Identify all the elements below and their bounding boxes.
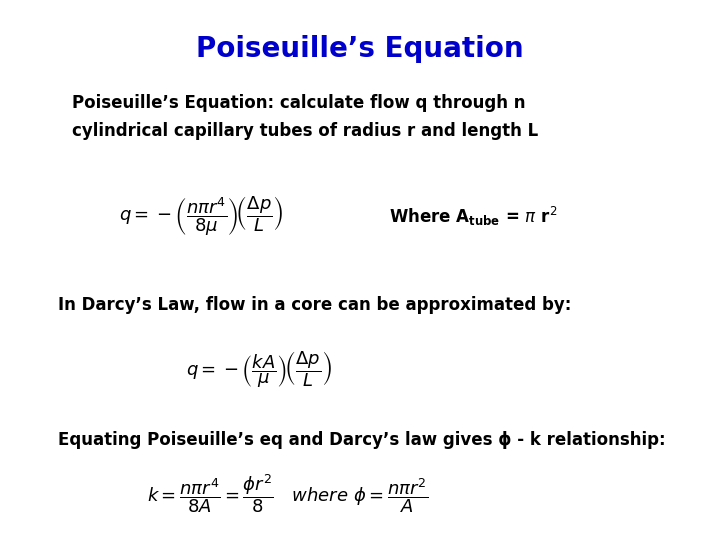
Text: cylindrical capillary tubes of radius r and length L: cylindrical capillary tubes of radius r … [72, 122, 539, 139]
Text: Poiseuille’s Equation: Poiseuille’s Equation [196, 35, 524, 63]
Text: Where $\mathregular{A}_{\mathregular{tube}}$ = $\pi$ r$^{2}$: Where $\mathregular{A}_{\mathregular{tub… [389, 205, 557, 227]
Text: $q = -\left(\dfrac{n\pi r^4}{8\mu}\right)\!\left(\dfrac{\Delta p}{L}\right)$: $q = -\left(\dfrac{n\pi r^4}{8\mu}\right… [120, 194, 284, 238]
Text: Poiseuille’s Equation: calculate flow q through n: Poiseuille’s Equation: calculate flow q … [72, 94, 526, 112]
Text: $k = \dfrac{n\pi r^4}{8A} = \dfrac{\phi r^2}{8}$$\quad \mathit{where}\ \phi = \d: $k = \dfrac{n\pi r^4}{8A} = \dfrac{\phi … [148, 472, 428, 516]
Text: In Darcy’s Law, flow in a core can be approximated by:: In Darcy’s Law, flow in a core can be ap… [58, 296, 571, 314]
Text: Equating Poiseuille’s eq and Darcy’s law gives ϕ - k relationship:: Equating Poiseuille’s eq and Darcy’s law… [58, 431, 665, 449]
Text: $q = -\left(\dfrac{kA}{\mu}\right)\!\left(\dfrac{\Delta p}{L}\right)$: $q = -\left(\dfrac{kA}{\mu}\right)\!\lef… [186, 349, 332, 390]
